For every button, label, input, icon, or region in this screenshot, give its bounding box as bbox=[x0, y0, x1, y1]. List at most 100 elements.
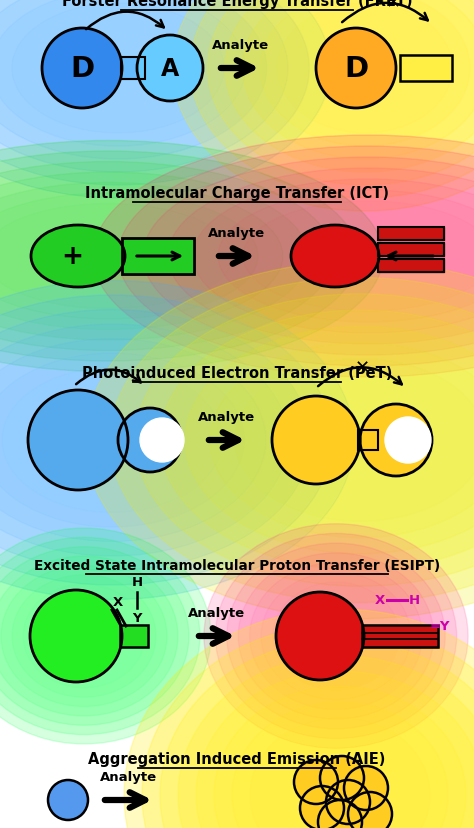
Circle shape bbox=[30, 590, 122, 682]
Ellipse shape bbox=[0, 142, 383, 372]
Ellipse shape bbox=[0, 0, 246, 147]
Ellipse shape bbox=[0, 194, 258, 320]
Text: ✕: ✕ bbox=[385, 0, 401, 12]
Ellipse shape bbox=[250, 563, 422, 710]
Ellipse shape bbox=[0, 528, 211, 744]
Circle shape bbox=[42, 29, 122, 108]
Text: A: A bbox=[161, 57, 179, 81]
Ellipse shape bbox=[193, 180, 474, 334]
Text: Analyte: Analyte bbox=[209, 227, 265, 240]
Text: Aggregation Induced Emission (AIE): Aggregation Induced Emission (AIE) bbox=[88, 751, 386, 766]
FancyBboxPatch shape bbox=[400, 56, 452, 82]
FancyBboxPatch shape bbox=[378, 243, 444, 257]
FancyBboxPatch shape bbox=[358, 431, 378, 450]
Circle shape bbox=[28, 391, 128, 490]
Text: Analyte: Analyte bbox=[100, 770, 156, 783]
Circle shape bbox=[300, 786, 344, 828]
Circle shape bbox=[276, 592, 364, 680]
Text: D: D bbox=[344, 55, 368, 83]
Ellipse shape bbox=[110, 278, 474, 603]
Ellipse shape bbox=[227, 543, 445, 729]
Circle shape bbox=[272, 397, 360, 484]
Text: ✕: ✕ bbox=[355, 359, 370, 377]
Ellipse shape bbox=[31, 226, 125, 287]
Circle shape bbox=[118, 408, 182, 473]
Circle shape bbox=[48, 780, 88, 820]
Ellipse shape bbox=[185, 327, 474, 554]
Ellipse shape bbox=[143, 158, 474, 355]
Ellipse shape bbox=[142, 625, 474, 828]
Text: Analyte: Analyte bbox=[189, 606, 246, 619]
Ellipse shape bbox=[0, 339, 266, 542]
Ellipse shape bbox=[260, 0, 470, 147]
Ellipse shape bbox=[0, 0, 330, 199]
Circle shape bbox=[316, 29, 396, 108]
Ellipse shape bbox=[124, 609, 474, 828]
Ellipse shape bbox=[0, 537, 200, 734]
Text: Intramolecular Charge Transfer (ICT): Intramolecular Charge Transfer (ICT) bbox=[85, 185, 389, 200]
Text: H: H bbox=[131, 575, 143, 589]
Ellipse shape bbox=[291, 226, 379, 287]
Ellipse shape bbox=[0, 325, 288, 556]
Circle shape bbox=[140, 418, 184, 463]
Ellipse shape bbox=[0, 0, 309, 185]
Ellipse shape bbox=[160, 310, 474, 570]
FancyBboxPatch shape bbox=[126, 431, 152, 450]
Text: Analyte: Analyte bbox=[211, 39, 269, 52]
Ellipse shape bbox=[0, 173, 308, 340]
Ellipse shape bbox=[190, 0, 474, 199]
FancyBboxPatch shape bbox=[378, 228, 444, 241]
Text: D: D bbox=[70, 55, 94, 83]
Circle shape bbox=[348, 792, 392, 828]
Ellipse shape bbox=[225, 0, 474, 173]
Ellipse shape bbox=[210, 343, 474, 538]
Ellipse shape bbox=[243, 0, 474, 160]
Ellipse shape bbox=[93, 136, 474, 378]
Ellipse shape bbox=[85, 262, 474, 619]
Ellipse shape bbox=[118, 147, 474, 367]
FancyBboxPatch shape bbox=[120, 625, 148, 647]
Text: Förster Resonance Energy Transfer (FRET): Förster Resonance Energy Transfer (FRET) bbox=[62, 0, 412, 9]
Text: Photoinduced Electron Transfer (PeT): Photoinduced Electron Transfer (PeT) bbox=[82, 365, 392, 381]
Text: X: X bbox=[113, 596, 123, 609]
Ellipse shape bbox=[0, 354, 244, 527]
Ellipse shape bbox=[173, 0, 474, 212]
Ellipse shape bbox=[204, 524, 468, 749]
Text: =Y: =Y bbox=[430, 619, 450, 633]
Text: X: X bbox=[375, 594, 385, 607]
Ellipse shape bbox=[0, 183, 283, 330]
Ellipse shape bbox=[0, 152, 358, 362]
Circle shape bbox=[326, 780, 370, 824]
FancyBboxPatch shape bbox=[362, 625, 438, 647]
Text: Analyte: Analyte bbox=[199, 411, 255, 423]
Ellipse shape bbox=[196, 672, 474, 828]
FancyBboxPatch shape bbox=[122, 238, 194, 275]
Circle shape bbox=[294, 760, 338, 804]
Circle shape bbox=[385, 417, 431, 464]
Circle shape bbox=[360, 405, 432, 476]
Ellipse shape bbox=[1, 566, 167, 706]
Ellipse shape bbox=[0, 162, 333, 351]
Ellipse shape bbox=[232, 702, 448, 828]
Ellipse shape bbox=[0, 547, 189, 725]
Ellipse shape bbox=[214, 686, 466, 828]
Text: Excited State Intramolecular Proton Transfer (ESIPT): Excited State Intramolecular Proton Tran… bbox=[34, 558, 440, 572]
Ellipse shape bbox=[215, 534, 456, 739]
Ellipse shape bbox=[0, 282, 354, 599]
FancyBboxPatch shape bbox=[378, 260, 444, 272]
Ellipse shape bbox=[178, 656, 474, 828]
Ellipse shape bbox=[0, 0, 267, 160]
Ellipse shape bbox=[168, 169, 474, 344]
Circle shape bbox=[320, 756, 364, 800]
Ellipse shape bbox=[160, 640, 474, 828]
Ellipse shape bbox=[0, 556, 178, 716]
Ellipse shape bbox=[135, 295, 474, 586]
Circle shape bbox=[318, 800, 362, 828]
Circle shape bbox=[137, 36, 203, 102]
Ellipse shape bbox=[0, 0, 288, 173]
Text: Y: Y bbox=[132, 612, 142, 625]
Ellipse shape bbox=[238, 553, 434, 720]
Text: H: H bbox=[409, 594, 419, 607]
Text: +: + bbox=[61, 243, 83, 270]
Ellipse shape bbox=[0, 296, 332, 585]
